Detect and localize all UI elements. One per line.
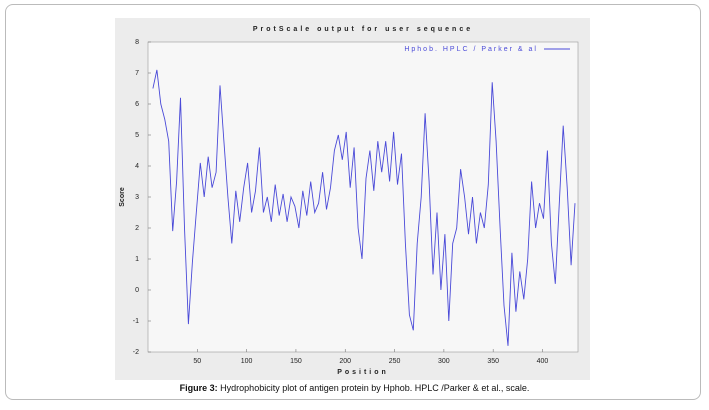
x-tick-label: 200 bbox=[339, 358, 351, 365]
legend-label: Hphob. HPLC / Parker & al bbox=[404, 46, 538, 53]
x-tick-label: 300 bbox=[438, 358, 450, 365]
y-tick-label: -1 bbox=[133, 318, 139, 325]
y-tick-label: 1 bbox=[135, 256, 139, 263]
x-tick-label: 350 bbox=[487, 358, 499, 365]
data-line bbox=[152, 69, 576, 346]
y-tick-label: 5 bbox=[135, 132, 139, 139]
y-tick-label: 0 bbox=[135, 287, 139, 294]
chart-title: ProtScale output for user sequence bbox=[253, 26, 473, 33]
caption: Figure 3: Hydrophobicity plot of antigen… bbox=[0, 383, 709, 393]
y-axis-label: Score bbox=[119, 187, 126, 207]
caption-label: Figure 3: bbox=[179, 383, 218, 393]
y-tick-label: 2 bbox=[135, 225, 139, 232]
y-tick-label: 4 bbox=[135, 163, 139, 170]
figure-frame bbox=[5, 4, 701, 400]
y-tick-label: -2 bbox=[133, 349, 139, 356]
chart: ProtScale output for user sequence Posit… bbox=[115, 18, 590, 380]
y-tick-label: 3 bbox=[135, 194, 139, 201]
x-tick-label: 50 bbox=[193, 358, 201, 365]
y-tick-label: 6 bbox=[135, 101, 139, 108]
x-tick-label: 250 bbox=[389, 358, 401, 365]
plot-area bbox=[147, 41, 579, 353]
x-tick-label: 150 bbox=[290, 358, 302, 365]
x-tick-label: 100 bbox=[241, 358, 253, 365]
x-tick-label: 400 bbox=[537, 358, 549, 365]
x-axis-label: Position bbox=[337, 369, 389, 376]
y-tick-label: 7 bbox=[135, 70, 139, 77]
y-tick-label: 8 bbox=[135, 39, 139, 46]
caption-text: Hydrophobicity plot of antigen protein b… bbox=[217, 383, 530, 393]
